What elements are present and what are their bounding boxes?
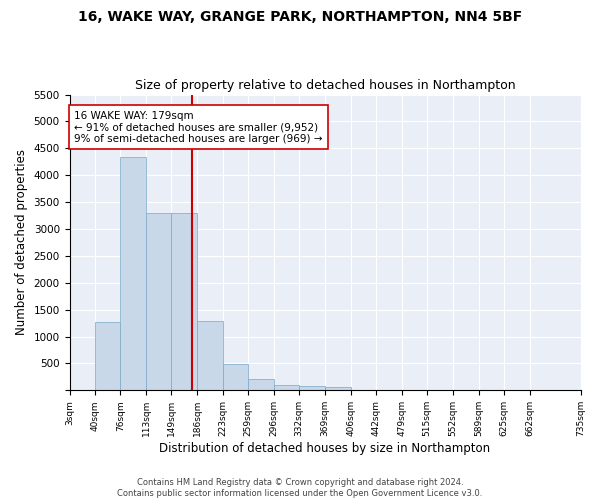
Bar: [223, 364, 248, 390]
Bar: [121, 157, 146, 390]
Text: 16, WAKE WAY, GRANGE PARK, NORTHAMPTON, NN4 5BF: 16, WAKE WAY, GRANGE PARK, NORTHAMPTON, …: [78, 10, 522, 24]
Bar: [95, 322, 121, 390]
Bar: [248, 379, 274, 390]
Bar: [325, 388, 351, 390]
Text: Contains HM Land Registry data © Crown copyright and database right 2024.
Contai: Contains HM Land Registry data © Crown c…: [118, 478, 482, 498]
Bar: [172, 213, 197, 390]
Bar: [274, 385, 299, 390]
Y-axis label: Number of detached properties: Number of detached properties: [15, 150, 28, 336]
Bar: [299, 386, 325, 390]
Bar: [146, 213, 172, 390]
Title: Size of property relative to detached houses in Northampton: Size of property relative to detached ho…: [135, 79, 515, 92]
Text: 16 WAKE WAY: 179sqm
← 91% of detached houses are smaller (9,952)
9% of semi-deta: 16 WAKE WAY: 179sqm ← 91% of detached ho…: [74, 110, 323, 144]
X-axis label: Distribution of detached houses by size in Northampton: Distribution of detached houses by size …: [160, 442, 491, 455]
Bar: [197, 320, 223, 390]
